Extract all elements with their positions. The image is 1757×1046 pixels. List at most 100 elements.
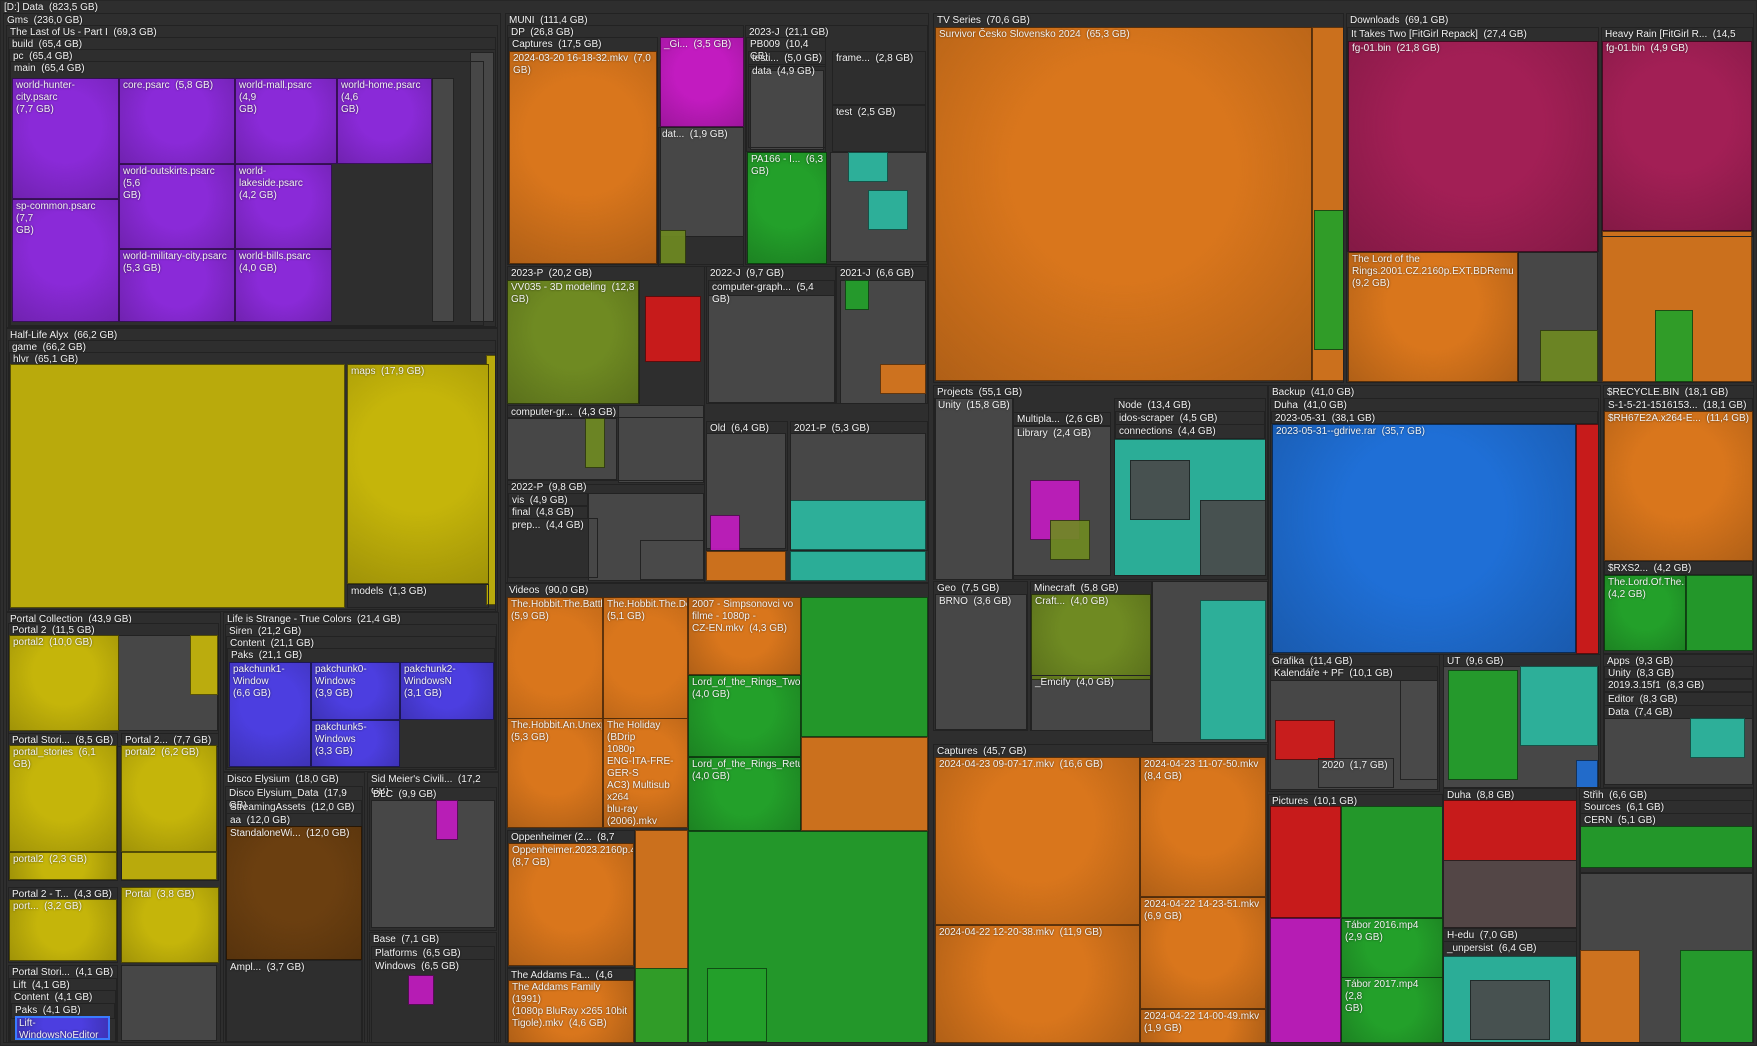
file-tile[interactable]: Oppenheimer.2023.2160p.4K.B (8,7 GB) (508, 843, 634, 966)
folder-tile[interactable]: test (2,5 GB) (832, 105, 926, 152)
file-tile[interactable]: world-home.psarc (4,6 GB) (337, 78, 432, 164)
filler-file-block[interactable] (1270, 918, 1341, 1043)
folder-tile[interactable]: H-edu (7,0 GB) (1443, 928, 1577, 942)
file-tile[interactable]: world-bills.psarc (4,0 GB) (235, 249, 332, 322)
filler-file-block[interactable] (121, 852, 217, 880)
folder-tile[interactable]: Platforms (6,5 GB) (371, 946, 495, 960)
folder-tile[interactable]: StreamingAssets (12,0 GB) (226, 800, 362, 814)
file-tile[interactable]: 2024-04-22 14-23-51.mkv (6,9 GB) (1140, 897, 1266, 1009)
file-tile[interactable]: Survivor Česko Slovensko 2024 (65,3 GB) (935, 27, 1312, 381)
file-tile[interactable]: core.psarc (5,8 GB) (119, 78, 235, 164)
filler-file-block[interactable] (790, 551, 926, 581)
filler-file-block[interactable] (1520, 666, 1598, 746)
folder-tile[interactable]: dat... (1,9 GB) (658, 127, 744, 267)
file-tile[interactable]: world-lakeside.psarc (4,2 GB) (235, 164, 332, 249)
file-tile[interactable]: port... (3,2 GB) (9, 899, 117, 961)
folder-tile[interactable]: $RXS2... (4,2 GB) (1604, 561, 1753, 575)
file-tile[interactable]: maps (17,9 GB) (347, 364, 489, 584)
file-tile[interactable]: Tábor 2017.mp4 (2,8 GB) (1341, 977, 1443, 1043)
filler-file-block[interactable] (801, 597, 928, 737)
folder-tile[interactable]: 2019.3.15f1 (8,3 GB) (1604, 678, 1753, 692)
filler-file-block[interactable] (1540, 330, 1598, 382)
filler-file-block[interactable] (436, 800, 458, 840)
filler-file-block[interactable] (790, 500, 926, 550)
folder-tile[interactable]: computer-gr... (4,3 GB) (507, 405, 705, 485)
file-tile[interactable]: 2024-04-23 09-07-17.mkv (16,6 GB) (935, 757, 1140, 925)
filler-file-block[interactable] (880, 364, 926, 394)
file-tile[interactable]: world-hunter-city.psarc (7,7 GB) (12, 78, 119, 199)
file-tile[interactable]: The Addams Family (1991) (1080p BluRay x… (508, 980, 634, 1043)
filler-file-block[interactable] (190, 635, 218, 695)
file-tile[interactable]: portal_stories (6,1 GB) (9, 745, 117, 852)
folder-tile[interactable]: Data (7,4 GB) (1604, 705, 1753, 785)
file-tile[interactable]: Portal (3,8 GB) (121, 887, 219, 963)
folder-tile[interactable]: 2020 (1,7 GB) (1318, 758, 1394, 788)
folder-tile[interactable]: S-1-5-21-1516153... (18,1 GB) (1604, 398, 1753, 412)
file-tile[interactable]: The.Hobbit.The.Battle.of (5,9 GB) (507, 597, 603, 742)
folder-tile[interactable]: data (4,9 GB) (748, 64, 826, 148)
filler-file-block[interactable] (706, 551, 786, 581)
file-tile[interactable]: fg-01.bin (21,8 GB) (1348, 41, 1598, 252)
file-tile[interactable]: The.Lord.Of.The.Ring (4,2 GB) (1604, 575, 1686, 651)
file-tile[interactable]: 2023-05-31--gdrive.rar (35,7 GB) (1272, 424, 1576, 653)
file-tile[interactable]: sp-common.psarc (7,7 GB) (12, 199, 119, 322)
folder-tile[interactable]: CERN (5,1 GB) (1580, 813, 1753, 873)
filler-file-block[interactable] (1200, 500, 1266, 576)
file-tile[interactable]: $RH67E2A.x264-E... (11,4 GB) (1604, 411, 1753, 561)
file-tile[interactable]: fg-01.bin (4,9 GB) (1602, 41, 1752, 231)
filler-file-block[interactable] (801, 737, 928, 831)
filler-file-block[interactable] (1050, 520, 1090, 560)
folder-tile[interactable]: _Emcify (4,0 GB) (1031, 675, 1151, 731)
file-tile[interactable]: world-outskirts.psarc (5,6 GB) (119, 164, 235, 249)
filler-file-block[interactable] (585, 418, 605, 468)
folder-tile[interactable]: computer-graph... (5,4 GB) (708, 280, 835, 404)
filler-file-block[interactable] (1341, 806, 1443, 918)
filler-file-block[interactable] (10, 364, 345, 608)
folder-tile[interactable]: prep... (4,4 GB) (508, 518, 598, 578)
file-tile[interactable]: PA166 - I... (6,3 GB) (747, 152, 827, 264)
filler-file-block[interactable] (1314, 210, 1344, 350)
file-tile[interactable]: _Gi... (3,5 GB) (660, 37, 744, 127)
folder-tile[interactable]: 2023-05-31 (38,1 GB) (1271, 411, 1598, 424)
folder-tile[interactable]: Old (6,4 GB) (706, 421, 788, 551)
filler-file-block[interactable] (1580, 950, 1640, 1043)
folder-tile[interactable]: frame... (2,8 GB) (832, 51, 926, 105)
filler-file-block[interactable] (1690, 718, 1745, 758)
filler-file-block[interactable] (750, 70, 824, 150)
folder-tile[interactable]: Unity (15,8 GB) (934, 398, 1014, 580)
folder-tile[interactable]: _unpersist (6,4 GB) (1443, 941, 1577, 1043)
file-tile[interactable]: The Lord of the Rings.2001.CZ.2160p.EXT.… (1348, 252, 1518, 382)
filler-file-block[interactable] (1200, 600, 1266, 740)
folder-tile[interactable]: Multipla... (2,6 GB) (1013, 412, 1111, 426)
filler-file-block[interactable] (408, 975, 434, 1005)
folder-tile[interactable]: 2021-J (6,6 GB) (836, 266, 928, 404)
filler-file-block[interactable] (121, 965, 217, 1041)
file-tile[interactable]: Tábor 2016.mp4 (2,9 GB) (1341, 918, 1443, 986)
file-tile[interactable]: 2024-04-23 11-07-50.mkv (8,4 GB) (1140, 757, 1266, 897)
file-tile[interactable]: portal2 (6,2 GB) (121, 745, 217, 852)
filler-file-block[interactable] (432, 78, 454, 322)
filler-file-block[interactable] (640, 540, 704, 580)
folder-tile[interactable]: Windows (6,5 GB) (371, 959, 495, 1043)
file-tile[interactable]: pakchunk1-Window (6,6 GB) (229, 662, 311, 767)
filler-file-block[interactable] (707, 968, 767, 1042)
file-tile[interactable]: portal2 (10,0 GB) (9, 635, 119, 731)
file-tile[interactable]: world-mall.psarc (4,9 GB) (235, 78, 337, 164)
filler-file-block[interactable] (1470, 980, 1550, 1040)
file-tile[interactable]: VV035 - 3D modeling (12,8 GB) (507, 280, 639, 404)
file-tile[interactable]: Lord_of_the_Rings_Two_to (4,0 GB) (688, 675, 801, 757)
folder-tile[interactable]: Sources (6,1 GB) (1580, 800, 1753, 814)
filler-file-block[interactable] (645, 296, 701, 362)
file-tile[interactable]: Lift-WindowsNoEditor (4,1 GB) (15, 1016, 110, 1040)
folder-tile[interactable]: connections (4,4 GB) (1115, 424, 1265, 439)
file-tile[interactable]: StandaloneWi... (12,0 GB) (226, 826, 362, 960)
file-tile[interactable]: 2024-03-20 16-18-32.mkv (7,0 GB) (509, 51, 657, 264)
folder-tile[interactable]: DLC (9,9 GB) (369, 787, 497, 931)
folder-tile[interactable]: Editor (8,3 GB) (1604, 692, 1753, 706)
folder-tile[interactable]: BRNO (3,6 GB) (935, 594, 1027, 730)
folder-tile[interactable]: UT (9,6 GB) (1443, 654, 1601, 788)
filler-file-block[interactable] (1130, 460, 1190, 520)
file-tile[interactable]: pakchunk0-Windows (3,9 GB) (311, 662, 400, 720)
folder-tile[interactable]: idos-scraper (4,5 GB) (1115, 411, 1265, 425)
